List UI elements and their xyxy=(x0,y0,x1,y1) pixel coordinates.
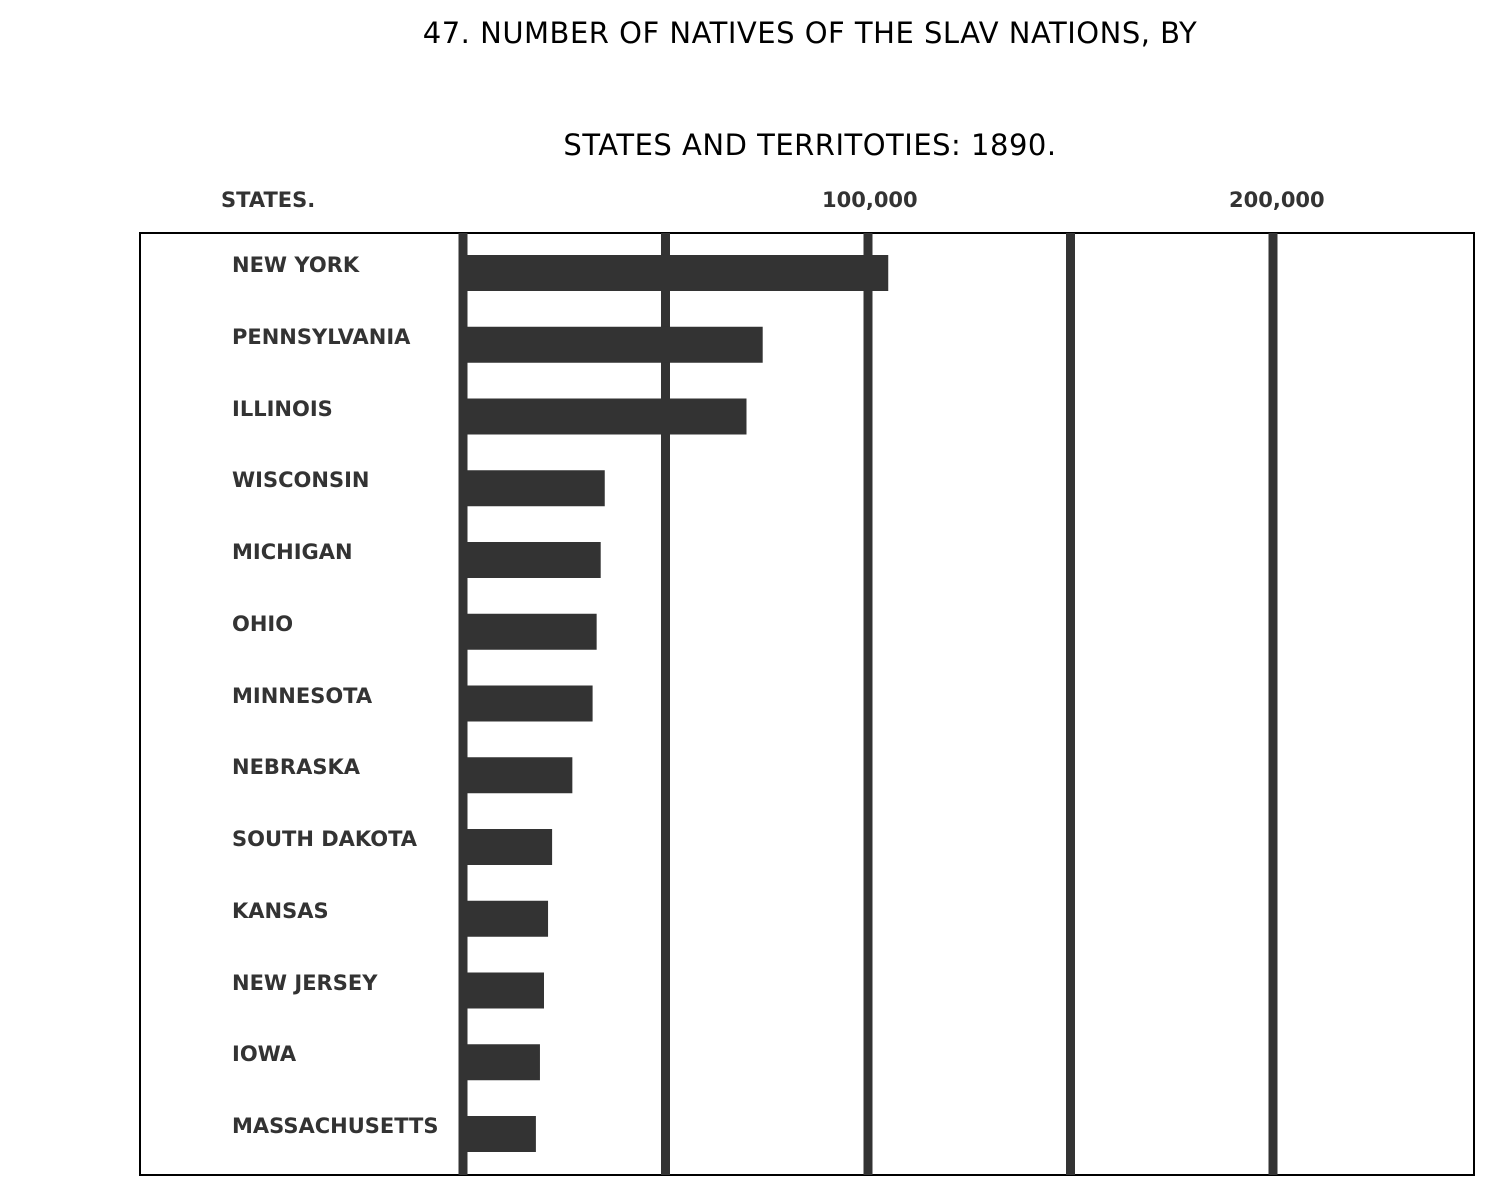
state-label-pennsylvania: PENNSYLVANIA xyxy=(232,324,411,349)
bar-kansas xyxy=(463,900,549,937)
state-label-ohio: OHIO xyxy=(232,611,294,636)
bar-michigan xyxy=(463,542,601,578)
state-label-illinois: ILLINOIS xyxy=(232,396,333,421)
grid-line-50000 xyxy=(661,233,670,1175)
state-label-michigan: MICHIGAN xyxy=(232,540,353,564)
bar-new-jersey xyxy=(463,972,544,1009)
state-label-wisconsin: WISCONSIN xyxy=(232,468,370,493)
tick-label-100000: 100,000 xyxy=(822,188,918,212)
state-label-iowa: IOWA xyxy=(232,1042,297,1067)
bar-illinois xyxy=(463,398,747,435)
bar-nebraska xyxy=(463,757,573,794)
bar-south-dakota xyxy=(463,829,553,865)
bar-massachusetts xyxy=(463,1116,536,1152)
bar-new-york xyxy=(463,255,889,291)
bar-iowa xyxy=(463,1044,540,1081)
grid-line-200000 xyxy=(1268,233,1278,1175)
state-label-new-jersey: NEW JERSEY xyxy=(232,970,378,995)
bar-pennsylvania xyxy=(463,326,763,363)
grid-line-100000 xyxy=(863,233,873,1175)
bar-wisconsin xyxy=(463,470,605,507)
state-label-minnesota: MINNESOTA xyxy=(232,683,373,708)
bar-minnesota xyxy=(463,685,593,722)
bars xyxy=(463,255,889,1152)
state-label-nebraska: NEBRASKA xyxy=(232,755,360,780)
chart-frame xyxy=(139,232,1475,1176)
bar-ohio xyxy=(463,613,597,650)
state-label-south-dakota: SOUTH DAKOTA xyxy=(232,827,418,851)
grid-line-150000 xyxy=(1066,233,1075,1175)
state-label-kansas: KANSAS xyxy=(232,898,329,923)
chart-title-line-2: STATES AND TERRITOTIES: 1890. xyxy=(563,128,1057,162)
tick-label-200000: 200,000 xyxy=(1229,188,1325,212)
chart-title-line-1: 47. NUMBER OF NATIVES OF THE SLAV NATION… xyxy=(422,16,1198,50)
state-label-massachusetts: MASSACHUSETTS xyxy=(232,1114,439,1138)
category-header: STATES. xyxy=(221,188,316,212)
state-label-new-york: NEW YORK xyxy=(232,253,360,277)
